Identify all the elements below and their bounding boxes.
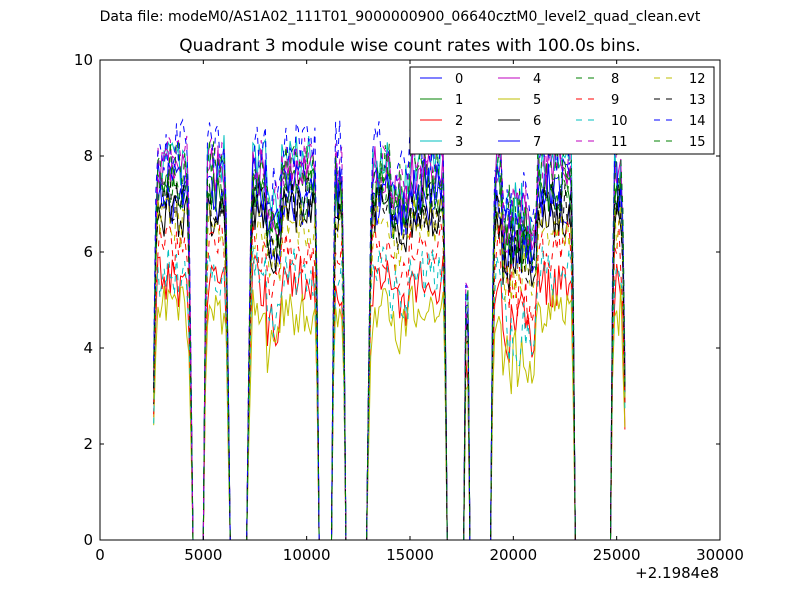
legend-label: 15 — [689, 135, 706, 150]
legend-label: 0 — [455, 72, 463, 87]
x-tick-label: 30000 — [696, 546, 744, 564]
x-tick-label: 0 — [95, 546, 105, 564]
legend-box — [409, 66, 715, 155]
series-lines — [153, 118, 626, 541]
legend-label: 13 — [689, 93, 706, 108]
y-tick-label: 2 — [83, 435, 93, 453]
series-line-5 — [153, 284, 626, 541]
legend-label: 7 — [533, 135, 541, 150]
legend-label: 1 — [455, 93, 463, 108]
x-tick-label: 25000 — [593, 546, 641, 564]
chart-title: Quadrant 3 module wise count rates with … — [179, 36, 641, 56]
legend-label: 3 — [455, 135, 463, 150]
legend-label: 6 — [533, 114, 541, 129]
y-tick-label: 0 — [83, 531, 93, 549]
legend-label: 11 — [611, 135, 628, 150]
y-tick-label: 4 — [83, 339, 93, 357]
legend-label: 4 — [533, 72, 541, 87]
legend-label: 12 — [689, 72, 706, 87]
series-line-6 — [153, 187, 626, 541]
x-tick-label: 10000 — [283, 546, 331, 564]
y-tick-label: 10 — [74, 51, 93, 69]
x-tick-label: 15000 — [386, 546, 434, 564]
x-tick-label: 5000 — [184, 546, 222, 564]
legend-label: 8 — [611, 72, 619, 87]
data-file-title: Data file: modeM0/AS1A02_111T01_90000009… — [99, 9, 701, 25]
legend-label: 2 — [455, 114, 463, 129]
y-tick-label: 6 — [83, 243, 93, 261]
legend-label: 5 — [533, 93, 541, 108]
series-line-2 — [153, 254, 626, 541]
series-line-11 — [153, 134, 626, 541]
legend-label: 9 — [611, 93, 619, 108]
y-tick-label: 8 — [83, 147, 93, 165]
x-offset-label: +2.1984e8 — [635, 564, 719, 582]
x-tick-label: 20000 — [489, 546, 537, 564]
series-line-12 — [153, 195, 626, 541]
legend-label: 14 — [689, 114, 706, 129]
legend-label: 10 — [611, 114, 628, 129]
